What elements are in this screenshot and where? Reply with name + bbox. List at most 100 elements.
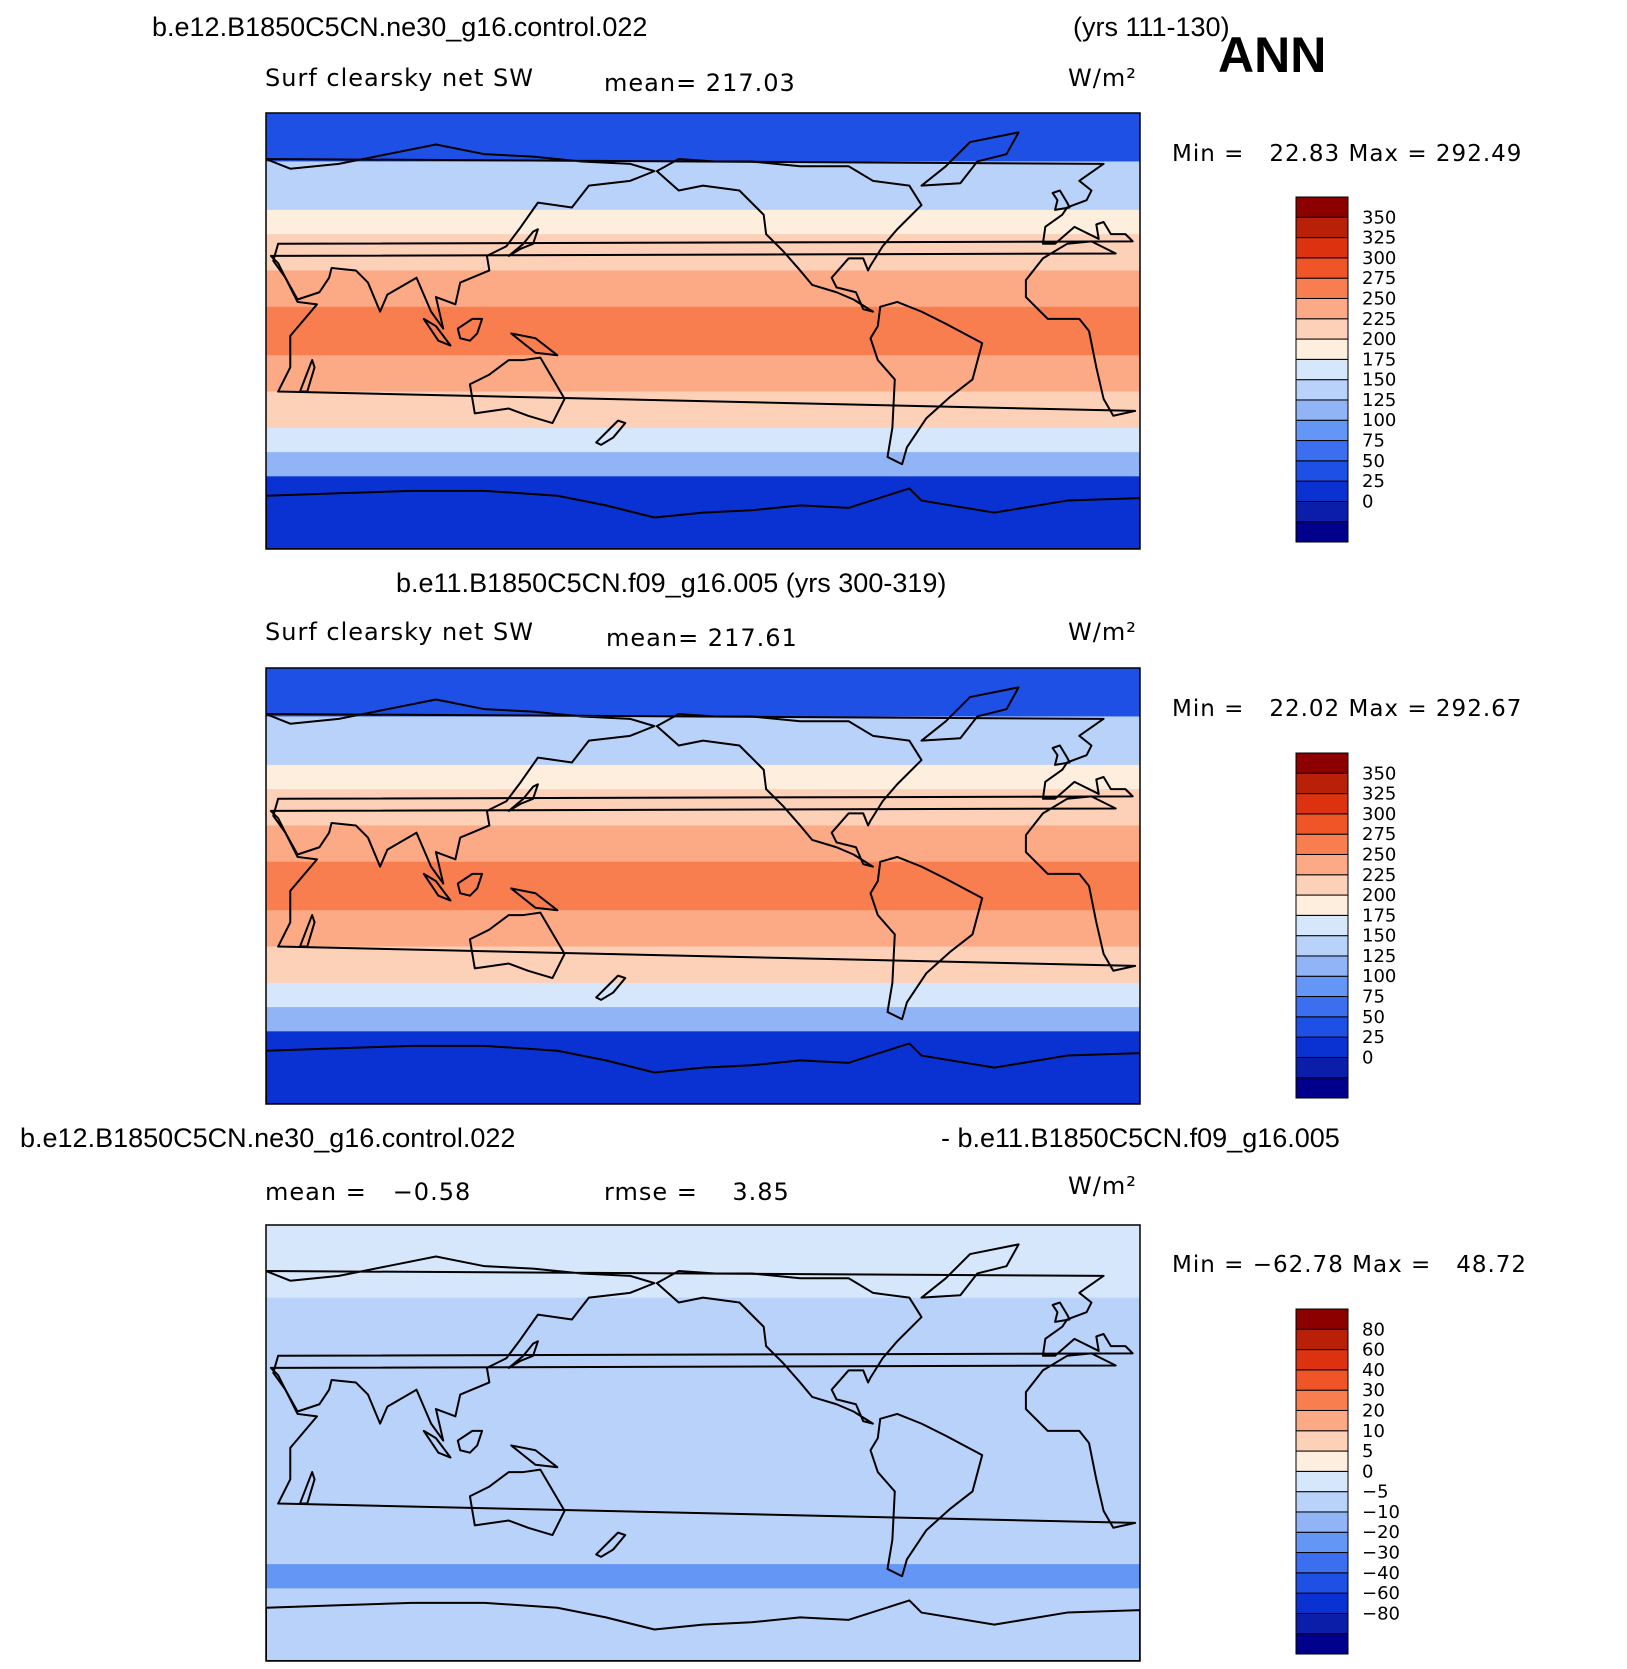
panel3-title-right: - b.e11.B1850C5CN.f09_g16.005: [941, 1123, 1340, 1153]
map-frame: [265, 667, 1141, 1105]
colorbar-swatch: [1295, 833, 1349, 855]
season-label: ANN: [1218, 27, 1327, 83]
colorbar-swatch: [1295, 1077, 1349, 1099]
zonal-band: [266, 452, 1140, 477]
zonal-band: [266, 270, 1140, 308]
zonal-band: [266, 764, 1140, 790]
coastline: [1051, 189, 1071, 211]
colorbar-tick-label: −30: [1362, 1543, 1400, 1564]
colorbar-tick-label: 350: [1362, 763, 1396, 784]
zonal-band: [266, 306, 1140, 356]
panel3-rmse: rmse = 3.85: [604, 1178, 790, 1206]
coastline: [920, 131, 1020, 187]
panel3-minmax: Min = −62.78 Max = 48.72: [1172, 1252, 1528, 1278]
colorbar-swatch: [1295, 1389, 1349, 1411]
map-frame: [265, 1224, 1141, 1662]
colorbar-tick-label: 325: [1362, 784, 1396, 805]
panel3-units: W/m²: [1068, 1172, 1137, 1200]
colorbar-swatch: [1295, 813, 1349, 835]
case-years: (yrs 111-130): [1073, 12, 1230, 42]
colorbar-tick-label: 25: [1362, 471, 1385, 492]
colorbar-tick-label: 200: [1362, 885, 1396, 906]
colorbar-swatch: [1295, 894, 1349, 916]
colorbar-tick-label: 125: [1362, 390, 1396, 411]
colorbar-tick-label: 60: [1362, 1340, 1385, 1361]
coastline: [869, 300, 984, 466]
coastline: [655, 1270, 923, 1425]
coastline: [422, 872, 452, 902]
colorbar-swatch: [1295, 1016, 1349, 1038]
colorbar-swatch: [1295, 1430, 1349, 1452]
coastline: [920, 686, 1020, 742]
colorbar-tick-label: 0: [1362, 1461, 1373, 1482]
coastline: [456, 872, 484, 897]
colorbar-tick-label: −80: [1362, 1603, 1400, 1624]
colorbar-swatch: [1295, 419, 1349, 442]
panel3-title-left: b.e12.B1850C5CN.ne30_g16.control.022: [20, 1123, 516, 1153]
coastline: [269, 1352, 1137, 1529]
colorbar-swatch: [1295, 1491, 1349, 1513]
coastline: [1051, 744, 1071, 766]
coastline: [655, 713, 923, 868]
colorbar-tick-label: 50: [1362, 1007, 1385, 1028]
zonal-band: [266, 861, 1140, 911]
panel3-mean: mean = −0.58: [265, 1178, 472, 1206]
colorbar-swatch: [1295, 1572, 1349, 1594]
zonal-band: [266, 982, 1140, 1008]
colorbar-tick-label: 150: [1362, 370, 1396, 391]
coastline: [422, 317, 452, 347]
colorbar-swatch: [1295, 1592, 1349, 1614]
colorbar-tick-label: 225: [1362, 865, 1396, 886]
panel2-minmax: Min = 22.02 Max = 292.67: [1172, 696, 1523, 722]
colorbar-swatch: [1295, 379, 1349, 401]
panel1-field: Surf clearsky net SW: [265, 64, 534, 92]
colorbar-swatch: [1295, 1328, 1349, 1351]
colorbar-swatch: [1295, 752, 1349, 774]
colorbar-swatch: [1295, 318, 1349, 340]
colorbar-tick-label: 50: [1362, 451, 1385, 472]
colorbar-swatch: [1295, 460, 1349, 482]
colorbar-swatch: [1295, 874, 1349, 896]
colorbar-tick-label: 125: [1362, 946, 1396, 967]
colorbar-tick-label: 80: [1362, 1319, 1385, 1340]
zonal-band: [266, 789, 1140, 826]
panel2-title: b.e11.B1850C5CN.f09_g16.005 (yrs 300-319…: [396, 568, 947, 598]
colorbar-swatch: [1295, 480, 1349, 502]
colorbar-swatch: [1295, 1308, 1349, 1330]
zonal-band: [266, 825, 1140, 863]
colorbar-tick-label: 25: [1362, 1027, 1385, 1048]
colorbar-swatch: [1295, 1531, 1349, 1554]
colorbar-tick-label: 200: [1362, 329, 1396, 350]
coastline: [595, 974, 627, 1001]
colorbar-tick-label: 40: [1362, 1360, 1385, 1381]
coastline: [456, 317, 484, 342]
zonal-band: [266, 355, 1140, 393]
colorbar-tick-label: 75: [1362, 987, 1385, 1008]
colorbar-tick-label: 100: [1362, 410, 1396, 431]
colorbar-tick-label: 250: [1362, 844, 1396, 865]
coastline: [655, 158, 923, 313]
zonal-band: [266, 946, 1140, 984]
colorbar-tick-label: 275: [1362, 268, 1396, 289]
colorbar-swatch: [1295, 297, 1349, 320]
coastline: [266, 698, 1134, 885]
panel2-field: Surf clearsky net SW: [265, 618, 534, 646]
coastline: [1051, 1301, 1071, 1323]
coastline: [298, 1471, 316, 1505]
coastline: [298, 914, 316, 948]
colorbar-tick-label: 300: [1362, 248, 1396, 269]
panel2-units: W/m²: [1068, 618, 1137, 646]
colorbar-swatch: [1295, 277, 1349, 299]
zonal-band: [266, 209, 1140, 235]
colorbar-swatch: [1295, 955, 1349, 977]
coastline: [269, 240, 1137, 417]
coastline: [468, 1468, 566, 1537]
colorbar-swatch: [1295, 1036, 1349, 1058]
zonal-band: [266, 391, 1140, 429]
map-frame: [265, 112, 1141, 550]
colorbar-tick-label: 75: [1362, 431, 1385, 452]
colorbar-tick-label: 225: [1362, 309, 1396, 330]
colorbar-tick-label: 100: [1362, 966, 1396, 987]
coastline: [920, 1243, 1020, 1299]
